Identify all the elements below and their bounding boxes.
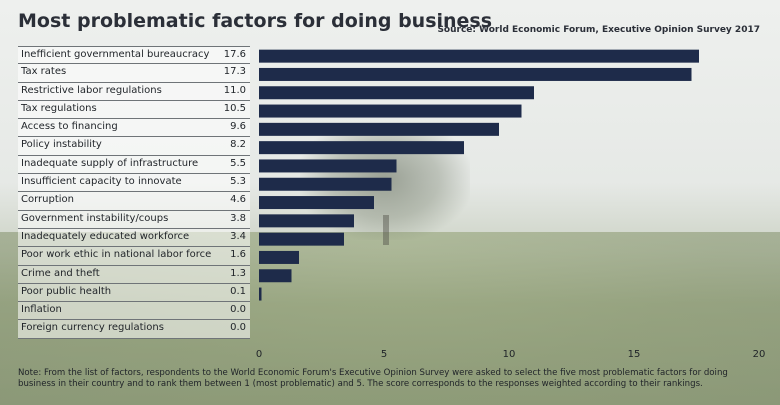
table-row: Policy instability 8.2 <box>18 137 250 156</box>
table-row: Poor public health 0.1 <box>18 283 250 303</box>
bar <box>259 122 499 136</box>
bar <box>259 104 522 118</box>
table-row: Tax rates 17.3 <box>18 64 250 83</box>
factor-label: Inefficient governmental bureaucracy <box>21 49 210 60</box>
chart-note: Note: From the list of factors, responde… <box>18 368 728 389</box>
factor-label: Poor public health <box>21 285 112 297</box>
factor-label: Inadequate supply of infrastructure <box>21 157 199 169</box>
table-row: Tax regulations 10.5 <box>18 100 250 120</box>
table-row: Inadequate supply of infrastructure 5.5 <box>18 155 250 175</box>
factor-value: 10.5 <box>223 102 246 114</box>
table-row: Corruption 4.6 <box>18 192 250 211</box>
factor-label: Tax rates <box>21 66 67 78</box>
factor-value: 0.1 <box>230 285 246 297</box>
factor-label: Insufficient capacity to innovate <box>21 176 182 188</box>
x-tick-label: 0 <box>256 349 262 360</box>
factor-label: Restrictive labor regulations <box>21 84 162 96</box>
factor-value: 1.6 <box>230 249 246 261</box>
bar <box>259 214 354 228</box>
bar <box>259 196 374 210</box>
factor-value: 17.6 <box>223 49 246 60</box>
factor-value: 5.5 <box>230 157 246 169</box>
factor-label: Inadequately educated workforce <box>21 230 190 242</box>
table-row: Inflation 0.0 <box>18 302 250 321</box>
factor-label: Crime and theft <box>21 267 100 279</box>
bar <box>259 67 692 81</box>
x-tick-label: 5 <box>381 349 387 360</box>
table-row: Government instability/coups 3.8 <box>18 210 250 229</box>
x-tick-label: 10 <box>503 349 516 360</box>
factor-value: 3.8 <box>230 212 246 224</box>
bar <box>259 177 392 191</box>
factor-label: Access to financing <box>21 121 118 133</box>
factor-value: 17.3 <box>223 66 246 78</box>
factor-label: Tax regulations <box>21 102 97 114</box>
bar <box>259 49 699 63</box>
table-row: Restrictive labor regulations 11.0 <box>18 82 250 101</box>
factor-value: 8.2 <box>230 139 246 151</box>
chart-title: Most problematic factors for doing busin… <box>18 10 493 32</box>
factor-value: 0.0 <box>230 322 246 334</box>
bar <box>259 269 292 283</box>
background-tree-trunk <box>383 215 389 245</box>
bar <box>259 232 344 246</box>
chart-source: Source: World Economic Forum, Executive … <box>437 25 760 35</box>
bar <box>259 141 464 155</box>
bar <box>259 159 397 173</box>
factor-label: Corruption <box>21 194 74 206</box>
factor-value: 11.0 <box>223 84 246 96</box>
factor-table: Inefficient governmental bureaucracy 17.6… <box>18 46 250 339</box>
factor-label: Inflation <box>21 304 62 316</box>
factor-value: 0.0 <box>230 304 246 316</box>
table-row: Inefficient governmental bureaucracy 17.6 <box>18 46 250 65</box>
factor-value: 4.6 <box>230 194 246 206</box>
table-row: Poor work ethic in national labor force 1… <box>18 247 250 266</box>
factor-label: Policy instability <box>21 139 102 151</box>
factor-label: Poor work ethic in national labor force <box>21 249 212 261</box>
bar <box>259 250 299 264</box>
table-row: Access to financing 9.6 <box>18 119 250 138</box>
bar <box>259 86 534 100</box>
factor-value: 3.4 <box>230 230 246 242</box>
factor-value: 9.6 <box>230 121 246 133</box>
factor-value: 5.3 <box>230 176 246 188</box>
table-row: Inadequately educated workforce 3.4 <box>18 228 250 248</box>
bar <box>259 287 262 301</box>
table-row: Crime and theft 1.3 <box>18 265 250 284</box>
x-tick-label: 20 <box>753 349 766 360</box>
factor-value: 1.3 <box>230 267 246 279</box>
x-tick-label: 15 <box>628 349 641 360</box>
factor-label: Foreign currency regulations <box>21 322 164 334</box>
table-row: Foreign currency regulations 0.0 <box>18 320 250 339</box>
factor-label: Government instability/coups <box>21 212 169 224</box>
table-row: Insufficient capacity to innovate 5.3 <box>18 174 250 193</box>
